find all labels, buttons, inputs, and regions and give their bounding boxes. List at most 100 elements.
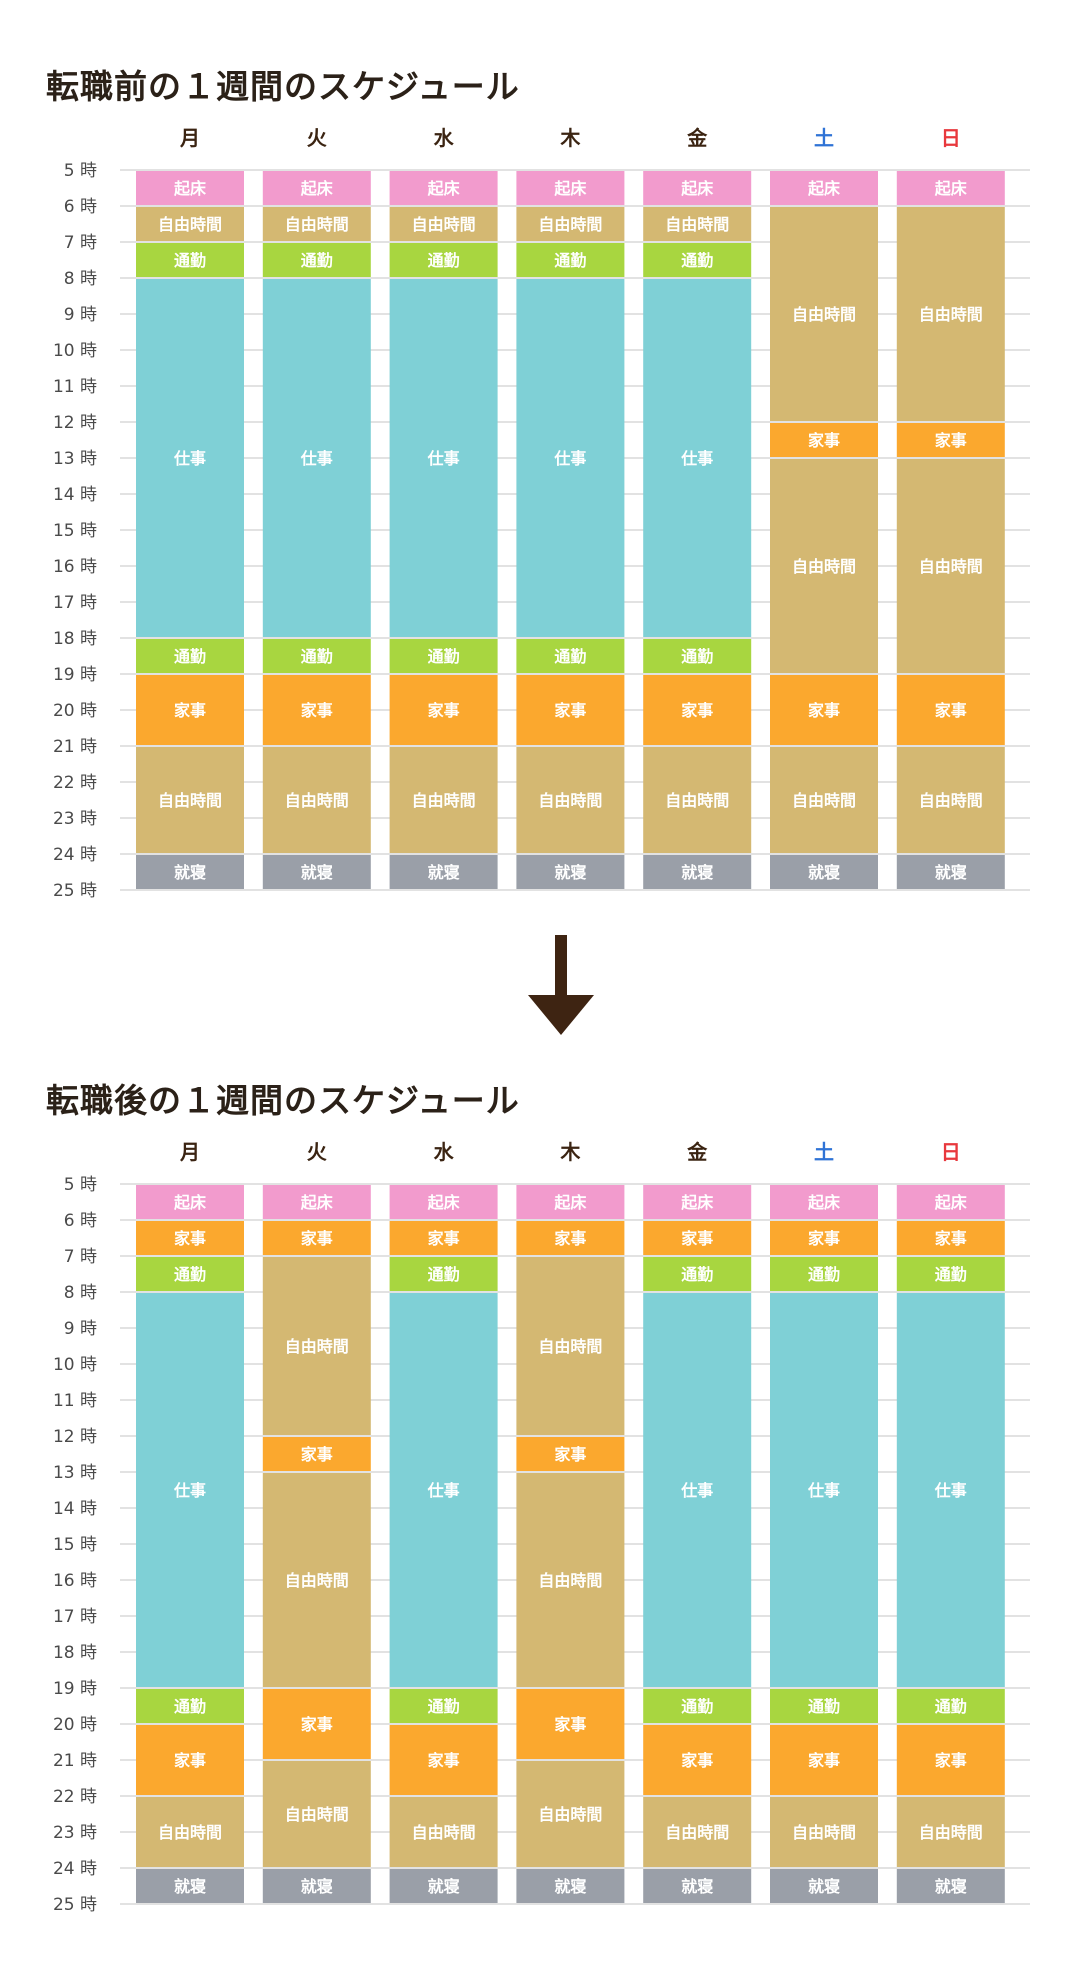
- y-tick-label: 10 時: [53, 1355, 97, 1375]
- block-housework: [516, 1437, 625, 1471]
- day-header-sun: 日: [941, 126, 961, 150]
- y-tick-label: 16 時: [53, 1571, 97, 1591]
- block-label-commute: 通勤: [428, 647, 460, 666]
- day-header-wed: 水: [434, 1140, 455, 1164]
- block-label-work: 仕事: [427, 449, 460, 468]
- block-wake: [516, 171, 625, 205]
- day-header-sat: 土: [814, 1140, 834, 1164]
- block-label-free-time: 自由時間: [158, 215, 222, 234]
- block-free-time: [896, 747, 1005, 853]
- block-free-time: [896, 207, 1005, 421]
- block-label-wake: 起床: [934, 1193, 968, 1212]
- block-label-housework: 家事: [174, 701, 206, 720]
- block-label-free-time: 自由時間: [285, 215, 349, 234]
- block-wake: [136, 171, 244, 205]
- down-arrow-icon: [528, 935, 594, 1035]
- block-label-wake: 起床: [934, 179, 968, 198]
- block-label-wake: 起床: [427, 179, 461, 198]
- block-label-free-time: 自由時間: [158, 791, 222, 810]
- block-commute: [389, 243, 498, 277]
- day-header-fri: 金: [686, 126, 708, 150]
- block-label-wake: 起床: [807, 179, 841, 198]
- block-label-commute: 通勤: [808, 1697, 840, 1716]
- block-wake: [643, 1185, 752, 1219]
- block-housework: [389, 1221, 498, 1255]
- block-wake: [262, 1185, 371, 1219]
- block-label-sleep: 就寝: [428, 863, 460, 882]
- block-wake: [896, 1185, 1005, 1219]
- y-tick-label: 8 時: [64, 1283, 97, 1303]
- block-label-commute: 通勤: [174, 251, 206, 270]
- block-label-housework: 家事: [428, 1751, 460, 1770]
- block-work: [389, 279, 498, 637]
- block-label-free-time: 自由時間: [538, 1571, 602, 1590]
- block-commute: [643, 1689, 752, 1723]
- block-commute: [136, 639, 244, 673]
- block-housework: [896, 675, 1005, 745]
- y-tick-label: 21 時: [53, 1751, 97, 1771]
- block-housework: [643, 1725, 752, 1795]
- block-label-commute: 通勤: [301, 251, 333, 270]
- block-label-free-time: 自由時間: [285, 791, 349, 810]
- block-label-work: 仕事: [680, 1481, 713, 1500]
- day-header-thu: 木: [559, 1140, 581, 1164]
- block-label-commute: 通勤: [428, 1265, 460, 1284]
- block-housework: [896, 1221, 1005, 1255]
- block-sleep: [770, 1869, 878, 1903]
- block-label-work: 仕事: [553, 449, 586, 468]
- block-commute: [643, 639, 752, 673]
- block-housework: [896, 1725, 1005, 1795]
- block-label-commute: 通勤: [301, 647, 333, 666]
- block-label-housework: 家事: [935, 431, 967, 450]
- y-tick-label: 7 時: [64, 1247, 97, 1267]
- block-free-time: [896, 1797, 1005, 1867]
- block-sleep: [262, 1869, 371, 1903]
- block-label-housework: 家事: [174, 1751, 206, 1770]
- block-sleep: [770, 855, 878, 889]
- block-sleep: [136, 1869, 244, 1903]
- block-label-housework: 家事: [301, 1229, 333, 1248]
- block-wake: [136, 1185, 244, 1219]
- block-housework: [770, 1725, 878, 1795]
- block-label-commute: 通勤: [554, 251, 586, 270]
- block-free-time: [770, 1797, 878, 1867]
- day-header-fri: 金: [686, 1140, 708, 1164]
- block-housework: [516, 675, 625, 745]
- block-commute: [136, 243, 244, 277]
- block-label-work: 仕事: [300, 449, 333, 468]
- block-work: [136, 1293, 244, 1687]
- block-label-work: 仕事: [173, 1481, 206, 1500]
- y-tick-label: 20 時: [53, 701, 97, 721]
- block-label-commute: 通勤: [681, 1265, 713, 1284]
- y-tick-label: 23 時: [53, 1823, 97, 1843]
- day-header-mon: 月: [179, 126, 200, 150]
- y-tick-label: 7 時: [64, 233, 97, 253]
- y-tick-label: 13 時: [53, 1463, 97, 1483]
- day-header-mon: 月: [179, 1140, 200, 1164]
- block-commute: [262, 639, 371, 673]
- y-tick-label: 25 時: [53, 881, 97, 901]
- block-label-housework: 家事: [935, 1751, 967, 1770]
- day-header-sun: 日: [941, 1140, 961, 1164]
- block-label-sleep: 就寝: [174, 1877, 206, 1896]
- block-label-housework: 家事: [428, 701, 460, 720]
- block-work: [136, 279, 244, 637]
- day-header-tue: 火: [307, 1140, 328, 1164]
- block-label-sleep: 就寝: [681, 1877, 713, 1896]
- block-label-free-time: 自由時間: [919, 791, 983, 810]
- block-label-commute: 通勤: [681, 647, 713, 666]
- y-tick-label: 12 時: [53, 1427, 97, 1447]
- y-tick-label: 19 時: [53, 1679, 97, 1699]
- block-label-free-time: 自由時間: [792, 557, 856, 576]
- block-housework: [389, 1725, 498, 1795]
- block-label-sleep: 就寝: [554, 1877, 586, 1896]
- block-label-free-time: 自由時間: [919, 1823, 983, 1842]
- block-label-housework: 家事: [174, 1229, 206, 1248]
- block-wake: [389, 1185, 498, 1219]
- y-tick-label: 25 時: [53, 1895, 97, 1915]
- block-housework: [643, 675, 752, 745]
- y-tick-label: 5 時: [64, 1175, 97, 1195]
- block-sleep: [643, 855, 752, 889]
- chart-title-after: 転職後の１週間のスケジュール: [46, 1081, 520, 1120]
- block-housework: [516, 1689, 625, 1759]
